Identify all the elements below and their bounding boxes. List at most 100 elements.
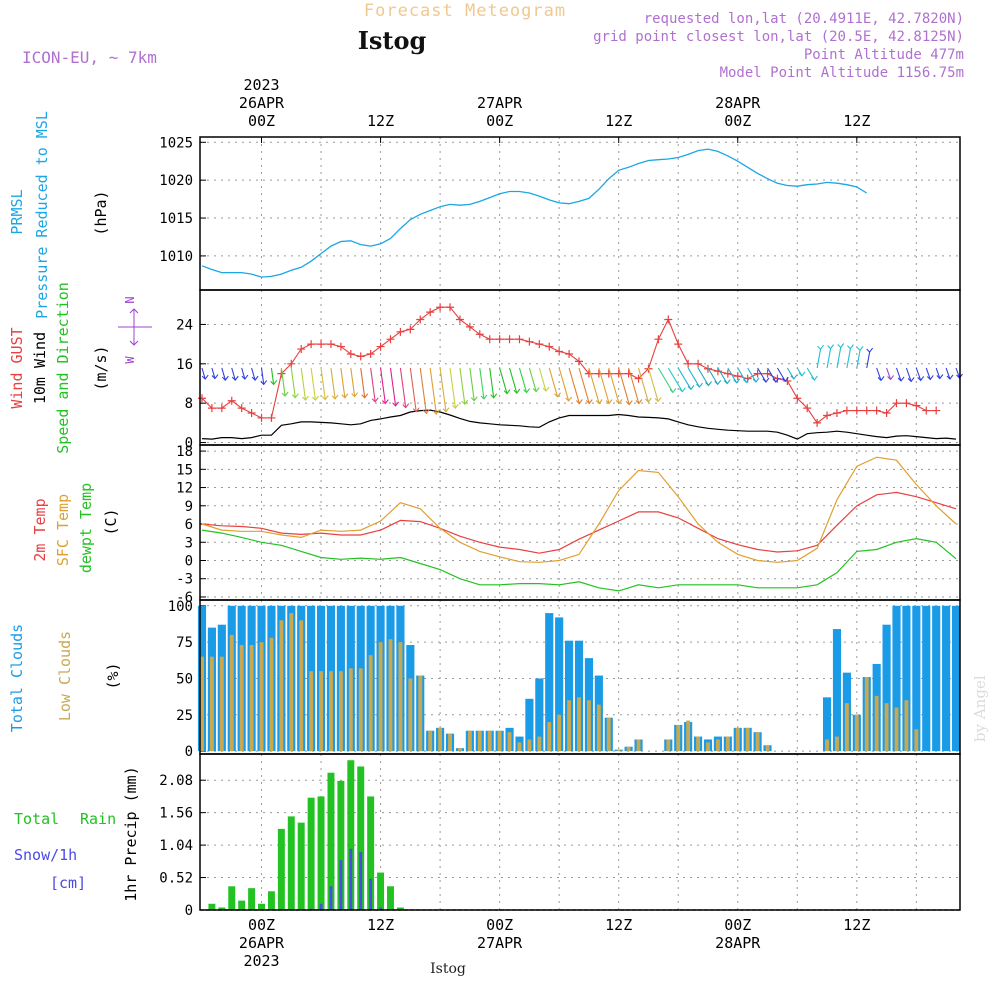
panel-frame bbox=[199, 753, 961, 911]
wind-arrow-head bbox=[392, 401, 400, 407]
wind-arrow bbox=[866, 351, 871, 369]
wind-arrow bbox=[915, 367, 922, 381]
total-cloud-bar bbox=[902, 605, 911, 752]
low-cloud-bar bbox=[755, 732, 760, 752]
wind-arrow bbox=[608, 367, 620, 404]
total-clouds-label: Total Clouds bbox=[8, 624, 26, 732]
wind-arrow-head bbox=[302, 395, 309, 401]
wind-arrow bbox=[727, 367, 738, 384]
wind-arrow-head bbox=[381, 399, 389, 405]
snow-bar bbox=[329, 886, 333, 910]
wind-arrow bbox=[489, 367, 495, 398]
low-cloud-bar bbox=[448, 733, 452, 752]
wind-arrow bbox=[201, 367, 206, 380]
gust-marker bbox=[455, 315, 464, 324]
low-cloud-bar bbox=[547, 722, 552, 752]
wind-arrow bbox=[499, 367, 508, 394]
gust-marker bbox=[207, 404, 216, 413]
low-cloud-bar bbox=[289, 613, 294, 752]
wind-arrow bbox=[767, 367, 777, 383]
wind-arrow bbox=[618, 367, 630, 405]
gust-marker bbox=[892, 399, 901, 408]
gust-marker bbox=[575, 357, 584, 366]
total-cloud-bar bbox=[832, 629, 842, 752]
low-cloud-bar bbox=[378, 642, 383, 752]
gust-marker bbox=[495, 335, 504, 344]
low-cloud-bar bbox=[567, 700, 572, 752]
rain-bar bbox=[277, 828, 285, 910]
wind-arrow bbox=[389, 367, 397, 406]
wind-unit: (m/s) bbox=[92, 345, 110, 390]
wind-arrow-head bbox=[723, 379, 731, 385]
gust-marker bbox=[872, 406, 881, 415]
wind-arrow bbox=[886, 367, 892, 380]
gust-marker bbox=[485, 335, 494, 344]
low-cloud-bar bbox=[408, 678, 413, 752]
y-tick-label: 0 bbox=[185, 744, 193, 760]
wind-arrow bbox=[568, 367, 580, 404]
low-cloud-bar bbox=[358, 668, 363, 752]
wind-arrow-head bbox=[625, 400, 633, 406]
low-cloud-bar bbox=[517, 742, 522, 752]
panel-frame bbox=[199, 444, 961, 601]
wind-arrow bbox=[776, 367, 786, 382]
low-cloud-bar bbox=[368, 655, 373, 752]
bottom-time-label: 12Z bbox=[367, 916, 394, 934]
wind-arrow bbox=[707, 367, 719, 385]
snow-bar bbox=[339, 860, 343, 910]
wind-arrow bbox=[955, 367, 961, 379]
snow-bar bbox=[359, 851, 363, 910]
low-cloud-bar bbox=[507, 732, 512, 752]
wind-arrow-head bbox=[542, 386, 550, 392]
y-tick-label: 75 bbox=[176, 635, 193, 651]
gust-marker bbox=[297, 345, 306, 354]
wind-arrow bbox=[806, 367, 815, 381]
y-tick-label: 1010 bbox=[159, 249, 193, 265]
wind-arrow bbox=[360, 367, 366, 398]
rain-bar bbox=[307, 797, 315, 910]
wind-arrow-head bbox=[532, 387, 540, 393]
wind-arrow bbox=[925, 367, 931, 380]
gust-marker bbox=[733, 372, 742, 381]
y-tick-label: 18 bbox=[176, 444, 193, 460]
y-tick-label: 2.08 bbox=[159, 773, 193, 789]
low-cloud-bar bbox=[676, 724, 681, 752]
panel-clouds: 0 25 50 75 100 Total Clouds Low Clouds (%) bbox=[8, 599, 961, 760]
wind-arrow-head bbox=[644, 397, 652, 403]
low-cloud-bar bbox=[894, 707, 899, 752]
wind-line bbox=[201, 409, 957, 440]
top-time-label: 00Z bbox=[248, 112, 275, 130]
low-cloud-bar bbox=[735, 727, 740, 752]
total-cloud-bar bbox=[822, 697, 832, 752]
wind-arrow-head bbox=[331, 394, 339, 400]
dewpt-line bbox=[201, 529, 957, 592]
low-cloud-bar bbox=[537, 736, 542, 752]
wind-arrow-head bbox=[442, 407, 450, 413]
gust-marker bbox=[604, 369, 613, 378]
low-cloud-bar bbox=[398, 642, 403, 752]
wind-arrow bbox=[449, 367, 456, 409]
temp-unit: (C) bbox=[102, 508, 120, 535]
gust-marker bbox=[287, 359, 296, 368]
wind-arrow bbox=[241, 367, 246, 380]
wind-arrow-head bbox=[291, 393, 299, 399]
wind-arrow-head bbox=[461, 399, 469, 405]
wind-label: 10m Wind bbox=[31, 332, 49, 404]
pressure-label: Pressure Reduced to MSL bbox=[33, 111, 51, 319]
watermark: by Angel bbox=[971, 675, 989, 742]
wind-arrow-head bbox=[936, 374, 944, 380]
total-cloud-bar bbox=[555, 617, 564, 752]
gust-marker bbox=[803, 404, 812, 413]
y-tick-label: 0 bbox=[185, 553, 193, 569]
requested-coords: requested lon,lat (20.4911E, 42.7820N) bbox=[644, 11, 964, 27]
temp2m-label: 2m Temp bbox=[31, 498, 49, 561]
wind-arrow bbox=[251, 367, 256, 381]
low-cloud-bar bbox=[338, 671, 343, 752]
wind-arrow bbox=[370, 367, 376, 402]
low-cloud-bar bbox=[914, 729, 919, 752]
gust-marker bbox=[664, 315, 673, 324]
wind-arrow bbox=[905, 367, 912, 382]
wind-arrow-head bbox=[762, 377, 770, 383]
wind-arrow-head bbox=[201, 374, 209, 380]
